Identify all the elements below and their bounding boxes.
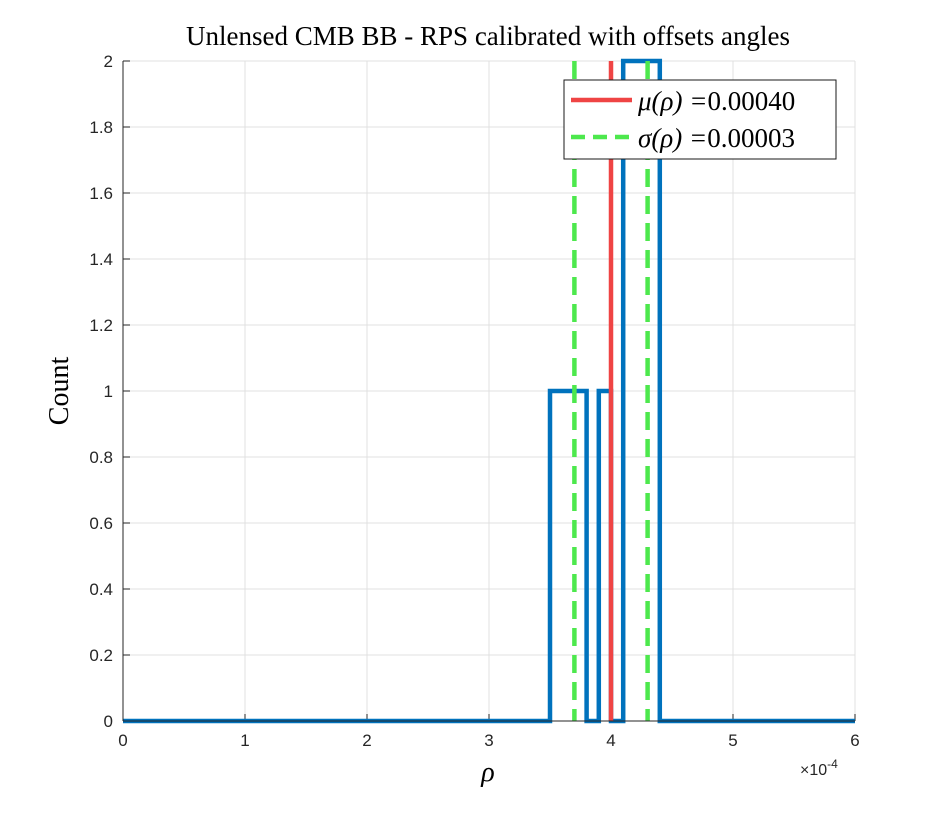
legend-mean-math: μ(ρ) =: [637, 86, 707, 116]
y-axis-ticks: 0 0.2 0.4 0.6 0.8 1 1.2 1.4 1.6 1.8 2: [89, 52, 130, 731]
x-tick-label: 4: [606, 731, 615, 750]
y-tick-label: 2: [104, 52, 113, 71]
y-tick-label: 1.4: [89, 250, 113, 269]
y-tick-label: 1.8: [89, 118, 113, 137]
plot-series: [123, 58, 855, 724]
histogram-outline: [123, 58, 855, 724]
legend-mean-value: 0.00040: [707, 86, 795, 116]
legend-sigma-math: σ(ρ) =: [638, 123, 707, 153]
y-axis-label: Count: [44, 357, 75, 426]
x-axis-exponent: ×10-4: [800, 757, 838, 779]
y-tick-label: 0.2: [89, 646, 113, 665]
y-tick-label: 0.4: [89, 580, 113, 599]
chart-title: Unlensed CMB BB - RPS calibrated with of…: [186, 21, 790, 51]
y-tick-label: 1: [104, 382, 113, 401]
x-tick-label: 5: [728, 731, 737, 750]
legend: μ(ρ) =0.00040 σ(ρ) =0.00003: [563, 79, 837, 160]
grid: [122, 60, 856, 722]
x-exponent-base: ×10: [800, 762, 827, 779]
x-axis-label: ρ: [480, 757, 494, 788]
legend-box: [563, 79, 837, 160]
y-tick-label: 0.6: [89, 514, 113, 533]
y-tick-label: 1.2: [89, 316, 113, 335]
x-tick-label: 0: [118, 731, 127, 750]
x-tick-label: 1: [240, 731, 249, 750]
x-exponent-power: -4: [827, 757, 838, 771]
y-tick-label: 1.6: [89, 184, 113, 203]
legend-mean-label: μ(ρ) =0.00040: [637, 86, 795, 116]
axes: [122, 61, 855, 722]
legend-sigma-value: 0.00003: [707, 123, 795, 153]
y-tick-label: 0: [104, 712, 113, 731]
y-tick-label: 0.8: [89, 448, 113, 467]
x-tick-label: 2: [362, 731, 371, 750]
x-tick-label: 6: [850, 731, 859, 750]
x-tick-label: 3: [484, 731, 493, 750]
legend-sigma-label: σ(ρ) =0.00003: [638, 123, 795, 153]
